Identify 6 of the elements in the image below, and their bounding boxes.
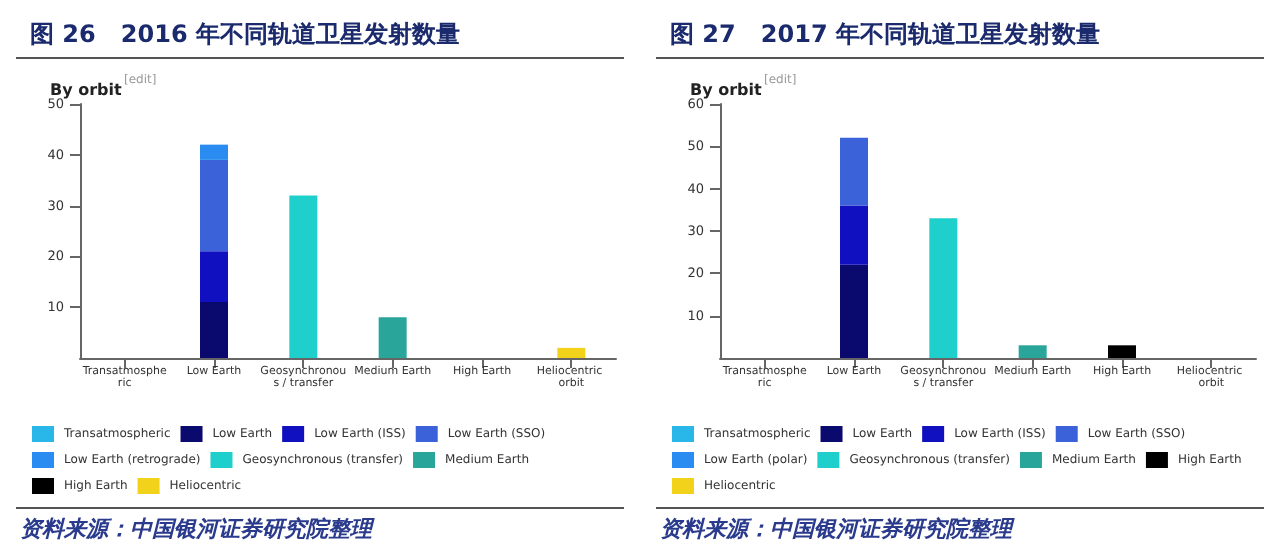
chart-title: 图 26 2016 年不同轨道卫星发射数量 bbox=[30, 20, 460, 48]
chart-subtitle: By orbit bbox=[690, 81, 763, 99]
chart-title: 图 27 2017 年不同轨道卫星发射数量 bbox=[670, 20, 1100, 48]
chart-subtitle: By orbit bbox=[50, 81, 123, 99]
text: 资料来源：中国银河证券研究院整理 bbox=[660, 516, 1016, 542]
text: 资料来源：中国银河证券研究院整理 bbox=[20, 516, 376, 542]
